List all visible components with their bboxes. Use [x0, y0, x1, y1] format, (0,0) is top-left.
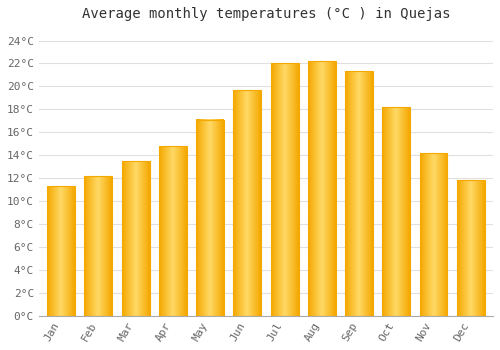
Bar	[382, 107, 410, 316]
Bar	[345, 71, 373, 316]
Bar	[196, 120, 224, 316]
Bar	[47, 186, 75, 316]
Bar	[420, 153, 448, 316]
Bar	[308, 61, 336, 316]
Bar	[270, 63, 298, 316]
Bar	[122, 161, 150, 316]
Bar	[457, 180, 484, 316]
Bar	[234, 90, 262, 316]
Bar	[159, 146, 187, 316]
Title: Average monthly temperatures (°C ) in Quejas: Average monthly temperatures (°C ) in Qu…	[82, 7, 450, 21]
Bar	[84, 176, 112, 316]
